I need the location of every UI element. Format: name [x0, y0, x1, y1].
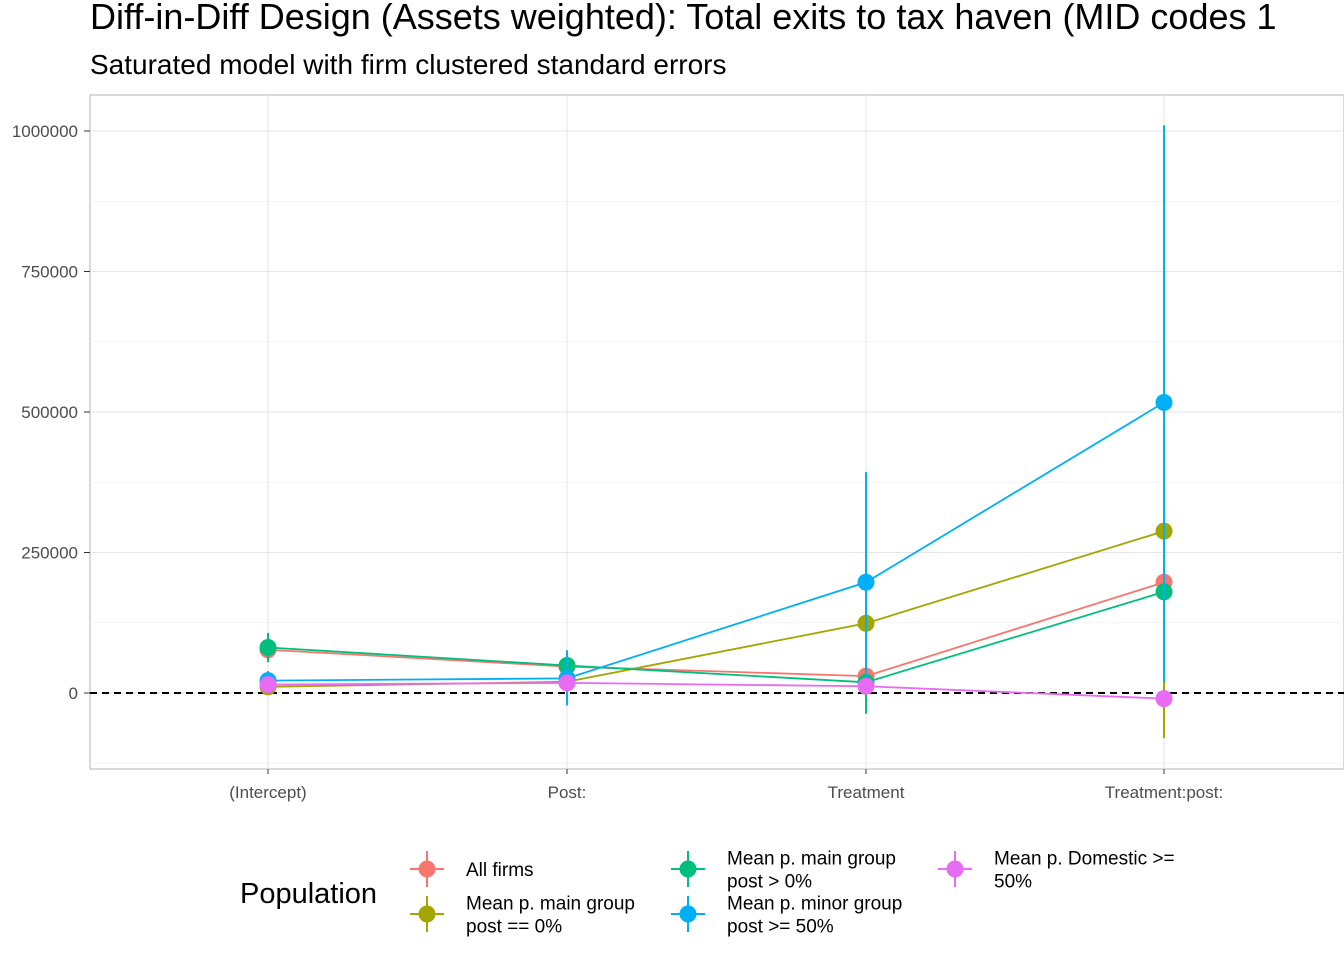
x-tick-label: (Intercept) [229, 783, 306, 802]
series-1 [267, 581, 1165, 678]
series-5 [267, 681, 1165, 700]
x-tick-label: Treatment:post: [1105, 783, 1223, 802]
series-4 [267, 401, 1165, 682]
x-tick-label: Treatment [828, 783, 905, 802]
chart-subtitle: Saturated model with firm clustered stan… [90, 49, 727, 80]
legend-key-point [418, 860, 436, 878]
legend-item-1: All firms [410, 851, 534, 887]
chart-title: Diff-in-Diff Design (Assets weighted): T… [90, 0, 1277, 37]
data-point [1155, 690, 1173, 708]
series-line [267, 590, 1165, 684]
data-point [857, 677, 875, 695]
data-point [259, 676, 277, 694]
y-tick-label: 0 [69, 684, 78, 703]
series-5-marks [259, 674, 1173, 708]
series-line [267, 681, 1165, 700]
axes: 0 250000 500000 750000 1000000 (Intercept) Pos… [12, 122, 1223, 802]
legend-key-point [679, 860, 697, 878]
legend-key-point [946, 860, 964, 878]
legend-label: Mean p. Domestic >= [994, 849, 1175, 870]
data-point [558, 674, 576, 692]
legend-label: post == 0% [466, 917, 562, 938]
y-tick-label: 500000 [21, 403, 78, 422]
y-tick-label: 1000000 [12, 122, 78, 141]
legend-label: 50% [994, 872, 1032, 893]
y-tick-label: 750000 [21, 263, 78, 282]
legend-label: post >= 50% [727, 917, 834, 938]
data-point [1155, 393, 1173, 411]
legend-key-point [418, 905, 436, 923]
series-3 [267, 590, 1165, 684]
series-group [259, 125, 1173, 738]
legend-label: All firms [466, 860, 534, 881]
data-point [259, 638, 277, 656]
legend-label: post > 0% [727, 872, 812, 893]
legend-label: Mean p. minor group [727, 894, 902, 915]
legend-label: Mean p. main group [466, 894, 635, 915]
legend-item-5: Mean p. Domestic >=50% [938, 849, 1175, 893]
series-line [267, 401, 1165, 682]
legend-title: Population [240, 878, 377, 910]
data-point [857, 573, 875, 591]
y-tick-label: 250000 [21, 544, 78, 563]
x-tick-label: Post: [548, 783, 587, 802]
plot-panel [89, 94, 1344, 770]
legend-label: Mean p. main group [727, 849, 896, 870]
series-line [267, 581, 1165, 678]
legend-key-point [679, 905, 697, 923]
